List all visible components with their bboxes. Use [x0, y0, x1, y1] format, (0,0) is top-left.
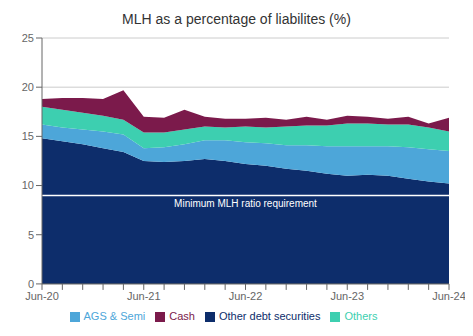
svg-text:25: 25	[22, 32, 34, 44]
svg-text:Jun-24: Jun-24	[432, 290, 465, 302]
svg-text:Jun-22: Jun-22	[229, 290, 263, 302]
svg-text:20: 20	[22, 81, 34, 93]
svg-text:15: 15	[22, 130, 34, 142]
html-text:MLH as a percentage of liabili: MLH as a percentage of liabilites (%)	[122, 11, 351, 27]
html-text:AGS & Semi: AGS & Semi	[83, 309, 146, 322]
svg-text:Jun-23: Jun-23	[330, 290, 364, 302]
svg-text:5: 5	[28, 229, 34, 241]
svg-text:Minimum MLH ratio requirement: Minimum MLH ratio requirement	[174, 198, 317, 209]
html-text:Cash: Cash	[169, 309, 195, 322]
svg-text:0: 0	[28, 278, 34, 290]
html-text:Other debt securities: Other debt securities	[219, 309, 321, 322]
svg-text:10: 10	[22, 179, 34, 191]
svg-text:Jun-21: Jun-21	[127, 290, 161, 302]
svg-text:Jun-20: Jun-20	[25, 290, 59, 302]
html-text:Others: Others	[344, 309, 378, 322]
